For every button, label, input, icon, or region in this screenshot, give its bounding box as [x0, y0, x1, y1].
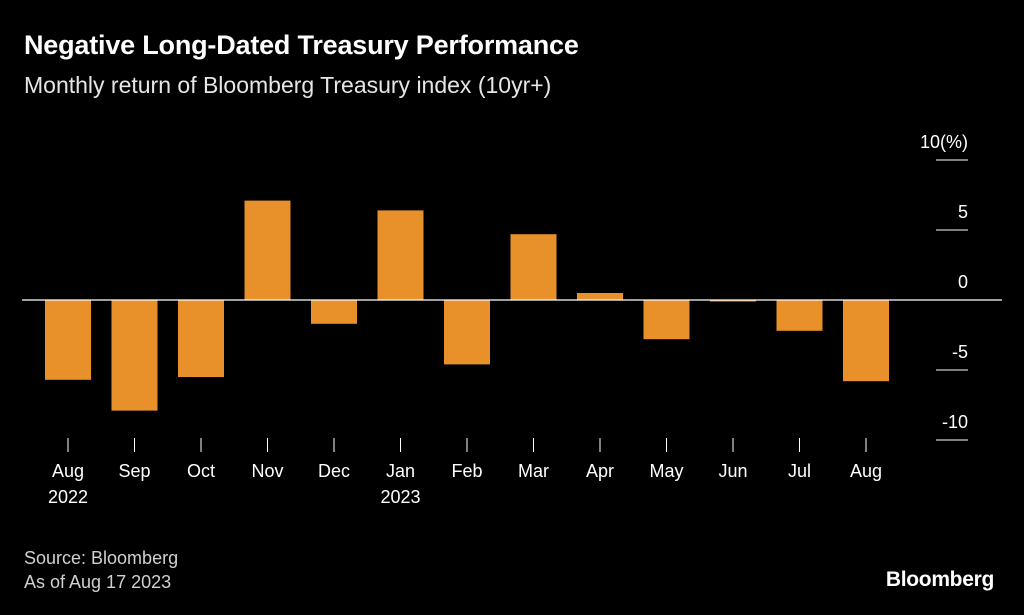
bar-aug-12: [843, 300, 889, 382]
bar-oct-2: [178, 300, 224, 377]
x-tick-label: Jul: [788, 461, 811, 481]
x-tick-label: Apr: [586, 461, 614, 481]
as-of-date: As of Aug 17 2023: [24, 572, 172, 592]
bar-may-9: [643, 300, 690, 340]
bloomberg-logo: Bloomberg: [885, 568, 994, 591]
bar-dec-4: [311, 300, 357, 324]
y-tick-label: 10(%): [920, 132, 968, 152]
x-tick-label: Mar: [518, 461, 549, 481]
chart-subtitle: Monthly return of Bloomberg Treasury ind…: [24, 72, 552, 98]
source-note: Source: Bloomberg: [24, 548, 179, 568]
x-tick-label: Aug: [52, 461, 84, 481]
x-tick-label: Sep: [118, 461, 150, 481]
bar-jun-10: [710, 300, 756, 302]
x-tick-label: Feb: [451, 461, 482, 481]
y-tick-label: 0: [958, 272, 968, 292]
x-tick-label: Nov: [251, 461, 283, 481]
bar-jan-5: [377, 210, 424, 300]
bar-jul-11: [776, 300, 823, 331]
bar-sep-1: [111, 300, 158, 411]
chart-title: Negative Long-Dated Treasury Performance: [24, 30, 579, 60]
x-tick-label: May: [649, 461, 683, 481]
bar-aug-0: [45, 300, 91, 380]
x-tick-label: Aug: [850, 461, 882, 481]
x-year-label: 2023: [380, 487, 420, 507]
bar-feb-6: [444, 300, 490, 365]
x-year-label: 2022: [48, 487, 88, 507]
bar-nov-3: [244, 200, 291, 300]
x-tick-label: Oct: [187, 461, 215, 481]
y-tick-label: -5: [952, 342, 968, 362]
y-tick-label: -10: [942, 412, 968, 432]
x-tick-label: Dec: [318, 461, 350, 481]
bar-mar-7: [510, 234, 557, 300]
x-tick-label: Jan: [386, 461, 415, 481]
y-tick-label: 5: [958, 202, 968, 222]
bar-apr-8: [577, 293, 623, 300]
x-tick-label: Jun: [718, 461, 747, 481]
